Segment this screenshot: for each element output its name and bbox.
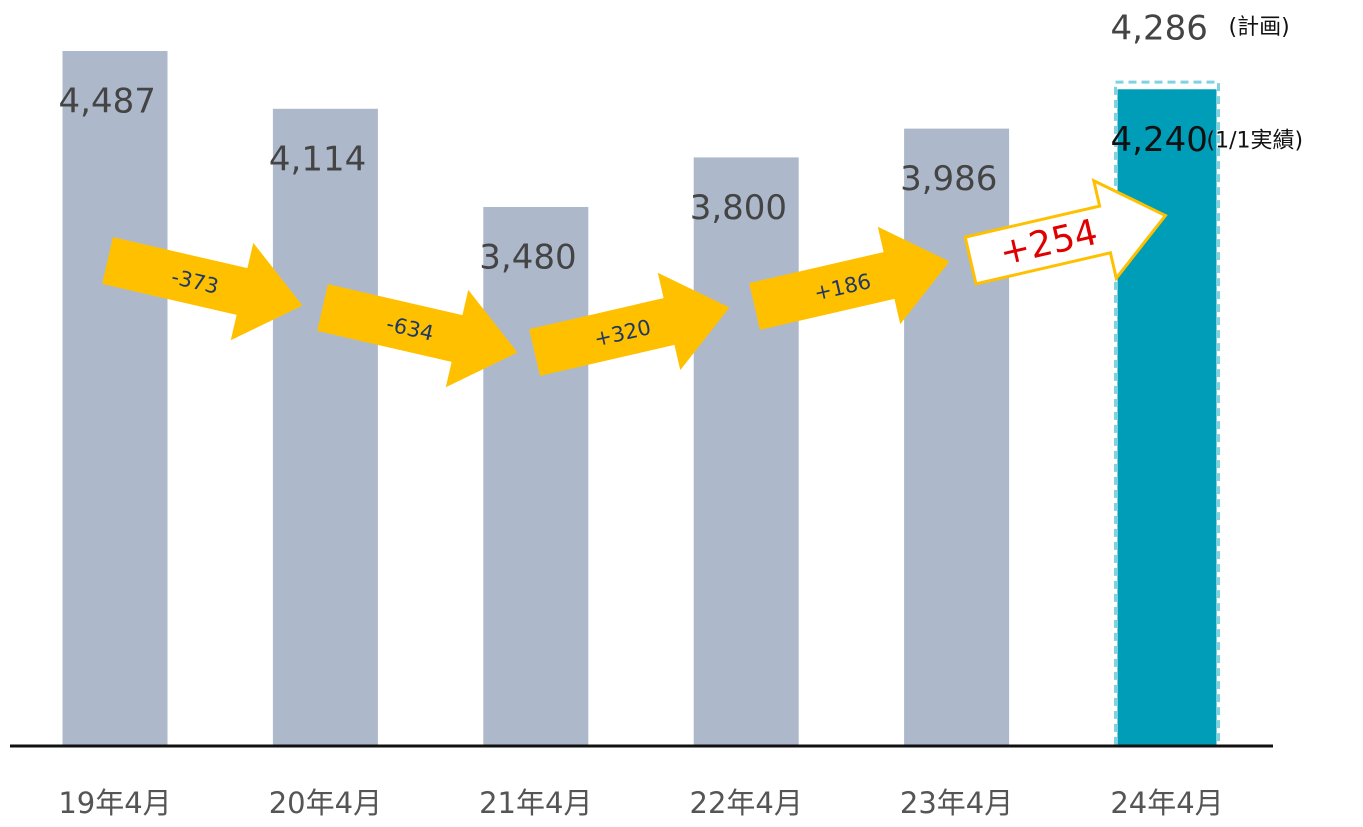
x-tick-label: 19年4月 [58,786,171,820]
bar [904,128,1010,746]
change-arrow: -634 [317,284,518,388]
value-label: 3,480 [479,237,576,277]
change-arrow: +186 [749,226,950,330]
x-tick-label: 24年4月 [1110,786,1223,820]
arrow [529,272,730,376]
change-arrow: -373 [102,237,303,341]
bar [272,108,378,746]
x-tick-label: 21年4月 [479,786,592,820]
x-tick-label: 23年4月 [900,786,1013,820]
plan-label: 4,286 [1111,9,1208,49]
bar [693,157,799,746]
value-label: 4,487 [59,82,156,122]
value-label: 3,986 [900,159,997,199]
bar [1117,89,1217,746]
value-label: 4,114 [269,139,366,179]
x-tick-label: 20年4月 [269,786,382,820]
bar [483,206,589,746]
arrow [749,226,950,330]
note: (1/1実績) [1207,128,1304,153]
x-tick-label: 22年4月 [690,786,803,820]
bar [62,51,168,747]
arrow [317,284,518,388]
arrow [963,178,1168,286]
note: (計画) [1229,15,1290,40]
plan-bar [1114,80,1220,748]
value-label: 3,800 [690,188,787,228]
arrow [102,237,303,341]
change-arrow: +320 [529,272,730,376]
value-label: 4,240 [1111,120,1208,160]
